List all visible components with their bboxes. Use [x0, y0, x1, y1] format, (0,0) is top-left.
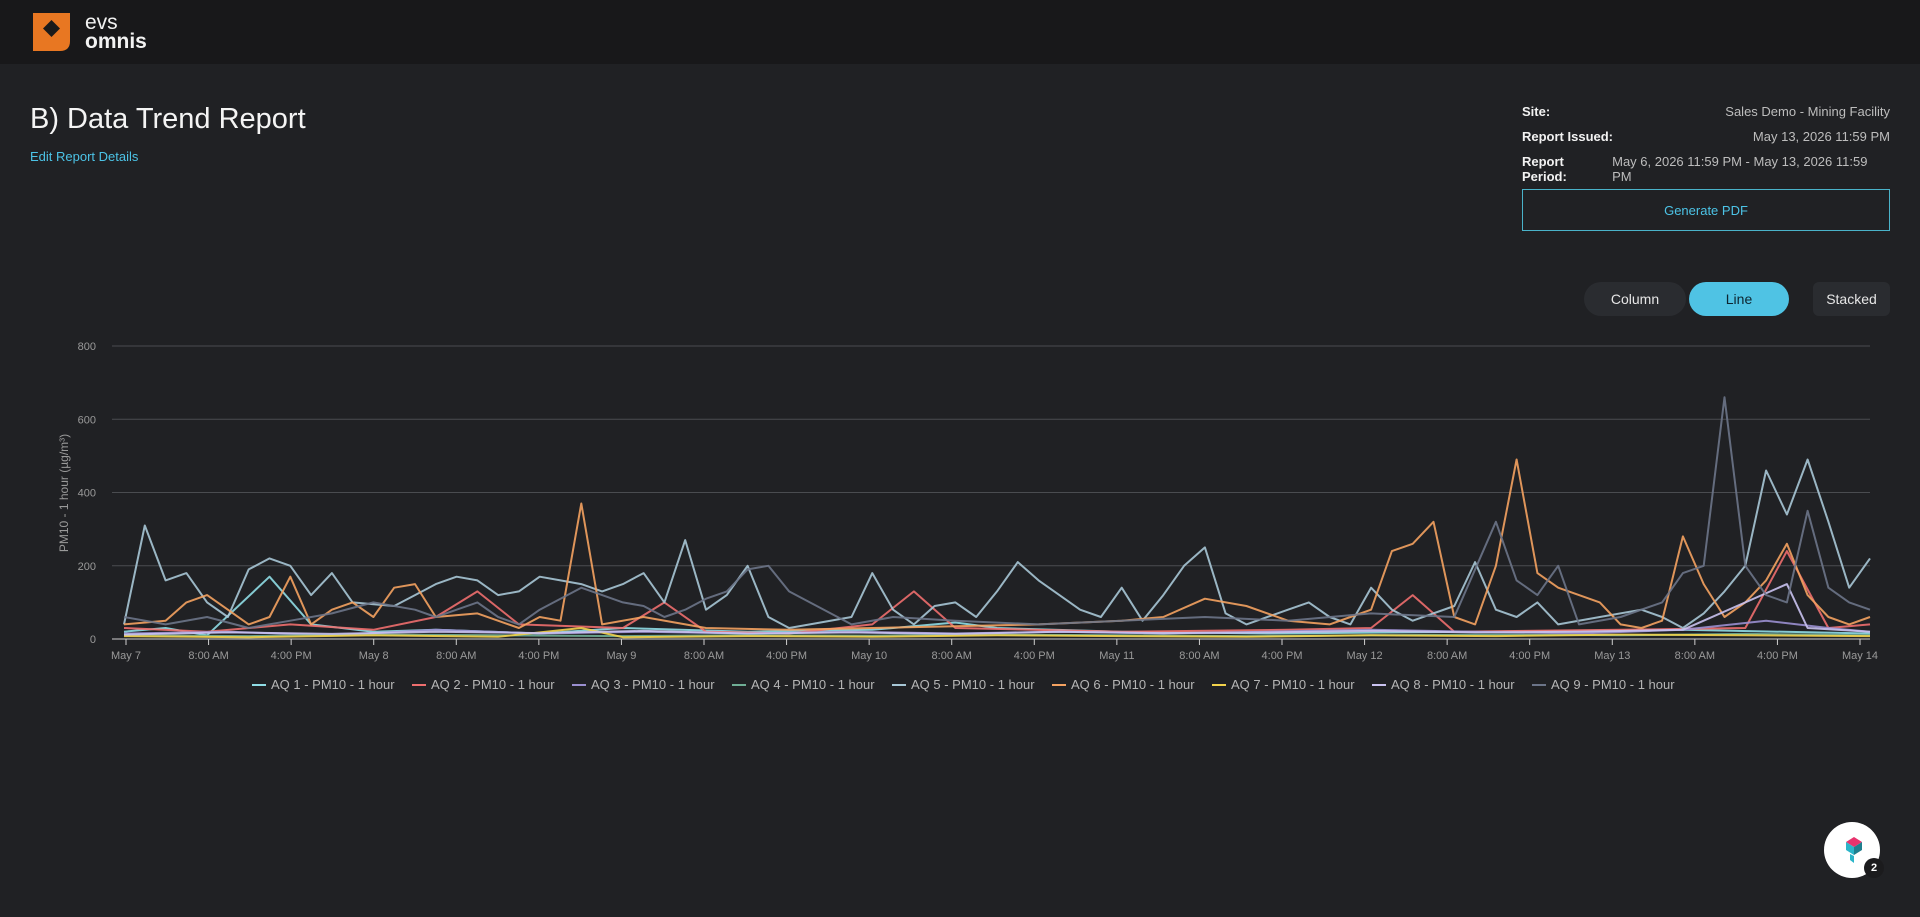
legend-item-aq1[interactable]: AQ 1 - PM10 - 1 hour: [252, 677, 395, 692]
y-tick-label: 800: [78, 341, 96, 353]
legend-item-aq9[interactable]: AQ 9 - PM10 - 1 hour: [1532, 677, 1675, 692]
x-tick-label: 8:00 AM: [932, 650, 972, 662]
y-tick-label: 0: [90, 634, 96, 646]
top-bar: evs omnis: [0, 0, 1920, 64]
chat-badge: 2: [1864, 858, 1884, 878]
legend-item-aq5[interactable]: AQ 5 - PM10 - 1 hour: [892, 677, 1035, 692]
x-tick-label: May 7: [111, 650, 141, 662]
generate-pdf-button[interactable]: Generate PDF: [1522, 189, 1890, 231]
legend-label: AQ 2 - PM10 - 1 hour: [431, 677, 555, 692]
x-tick-label: May 11: [1099, 650, 1134, 662]
x-tick-label: May 13: [1594, 650, 1630, 662]
legend-label: AQ 8 - PM10 - 1 hour: [1391, 677, 1515, 692]
chart-type-stacked-button[interactable]: Stacked: [1813, 282, 1890, 316]
meta-period-row: Report Period: May 6, 2026 11:59 PM - Ma…: [1522, 154, 1890, 184]
x-tick-label: 8:00 AM: [684, 650, 724, 662]
x-tick-label: 8:00 AM: [1179, 650, 1219, 662]
y-axis-ticks: 0 200 400 600 800: [78, 341, 96, 646]
x-tick-label: May 8: [359, 650, 389, 662]
y-tick-label: 600: [78, 414, 96, 426]
x-tick-label: May 9: [606, 650, 636, 662]
series-line-aq9: [123, 396, 1871, 629]
series-line-aq5: [123, 458, 1871, 629]
x-tick-label: 8:00 AM: [1675, 650, 1715, 662]
logo-line1: evs: [85, 11, 118, 34]
legend-label: AQ 7 - PM10 - 1 hour: [1231, 677, 1355, 692]
x-axis-ticks: May 7 8:00 AM 4:00 PM May 8 8:00 AM 4:00 PM Ma…: [111, 639, 1878, 662]
chart-series: [123, 396, 1871, 639]
period-value: May 6, 2026 11:59 PM - May 13, 2026 11:5…: [1612, 154, 1868, 184]
page-title: B) Data Trend Report: [30, 103, 306, 135]
x-tick-label: 4:00 PM: [271, 650, 312, 662]
legend-label: AQ 4 - PM10 - 1 hour: [751, 677, 875, 692]
x-tick-label: 8:00 AM: [436, 650, 476, 662]
legend-label: AQ 6 - PM10 - 1 hour: [1071, 677, 1195, 692]
x-tick-label: 4:00 PM: [766, 650, 807, 662]
report-meta: Site: Sales Demo - Mining Facility Repor…: [1522, 104, 1890, 184]
x-tick-label: 4:00 PM: [1014, 650, 1055, 662]
legend-item-aq2[interactable]: AQ 2 - PM10 - 1 hour: [412, 677, 555, 692]
legend-label: AQ 1 - PM10 - 1 hour: [271, 677, 395, 692]
chart-type-column-button[interactable]: Column: [1584, 282, 1686, 316]
legend-label: AQ 5 - PM10 - 1 hour: [911, 677, 1035, 692]
evs-omnis-logo[interactable]: evs omnis: [31, 11, 151, 55]
x-tick-label: 4:00 PM: [1509, 650, 1550, 662]
chat-logo-icon: [1846, 837, 1862, 863]
site-label: Site:: [1522, 104, 1551, 119]
chart-grid: [112, 345, 1870, 640]
period-label: Report Period:: [1522, 154, 1567, 184]
meta-issued-row: Report Issued: May 13, 2026 11:59 PM: [1522, 129, 1890, 154]
edit-report-details-link[interactable]: Edit Report Details: [30, 149, 139, 164]
x-tick-label: 8:00 AM: [188, 650, 228, 662]
y-tick-label: 400: [78, 488, 96, 500]
y-axis-label: PM10 - 1 hour (µg/m³): [57, 434, 71, 552]
issued-value: May 13, 2026 11:59 PM: [1752, 129, 1890, 144]
chart-type-line-button[interactable]: Line: [1689, 282, 1789, 316]
x-tick-label: 4:00 PM: [1757, 650, 1798, 662]
series-line-aq8: [123, 583, 1871, 636]
series-line-aq1: [123, 575, 1871, 637]
legend-item-aq8[interactable]: AQ 8 - PM10 - 1 hour: [1372, 677, 1515, 692]
legend-label: AQ 3 - PM10 - 1 hour: [591, 677, 715, 692]
issued-label: Report Issued:: [1522, 129, 1614, 144]
logo-line2: omnis: [85, 30, 147, 53]
evs-logo-icon: [33, 13, 70, 51]
site-value: Sales Demo - Mining Facility: [1725, 104, 1890, 119]
chart-legend: AQ 1 - PM10 - 1 hour AQ 2 - PM10 - 1 hour…: [252, 677, 1675, 692]
x-tick-label: 8:00 AM: [1427, 650, 1467, 662]
x-tick-label: May 14: [1842, 650, 1878, 662]
legend-label: AQ 9 - PM10 - 1 hour: [1551, 677, 1675, 692]
series-line-aq7: [123, 627, 1871, 639]
x-tick-label: May 12: [1347, 650, 1383, 662]
legend-item-aq6[interactable]: AQ 6 - PM10 - 1 hour: [1052, 677, 1195, 692]
y-tick-label: 200: [78, 561, 96, 573]
x-tick-label: 4:00 PM: [518, 650, 559, 662]
x-tick-label: 4:00 PM: [1262, 650, 1303, 662]
meta-site-row: Site: Sales Demo - Mining Facility: [1522, 104, 1890, 129]
legend-item-aq7[interactable]: AQ 7 - PM10 - 1 hour: [1212, 677, 1355, 692]
legend-item-aq3[interactable]: AQ 3 - PM10 - 1 hour: [572, 677, 715, 692]
pm10-trend-chart: 0 200 400 600 800 May 7 8:00 AM 4:00 PM May 8 8:…: [57, 341, 1878, 692]
x-tick-label: May 10: [851, 650, 887, 662]
legend-item-aq4[interactable]: AQ 4 - PM10 - 1 hour: [732, 677, 875, 692]
